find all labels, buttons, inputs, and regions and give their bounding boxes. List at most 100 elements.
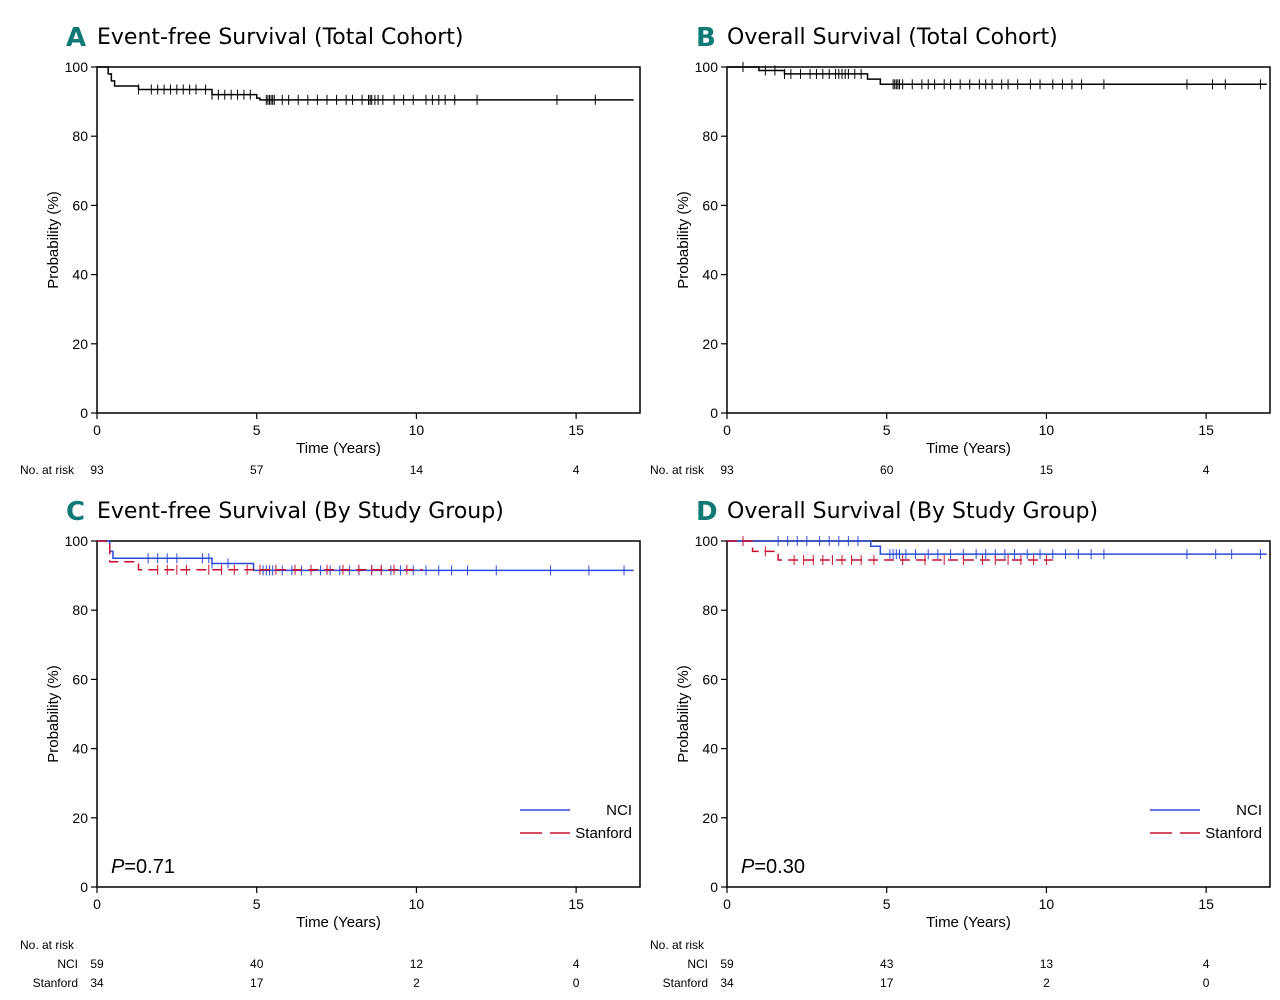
risk-row-label: Stanford xyxy=(663,976,708,990)
p-value: P=0.71 xyxy=(111,856,175,878)
p-value-text: =0.30 xyxy=(754,856,805,878)
risk-value: 12 xyxy=(410,957,424,971)
risk-value: 4 xyxy=(573,463,580,477)
y-tick-label: 80 xyxy=(702,602,718,618)
x-tick-label: 0 xyxy=(93,896,101,912)
y-tick-label: 60 xyxy=(702,671,718,687)
y-tick-label: 20 xyxy=(702,810,718,826)
y-tick-label: 100 xyxy=(695,533,719,549)
y-tick-label: 60 xyxy=(72,671,88,687)
risk-value: 34 xyxy=(90,976,104,990)
p-symbol: P xyxy=(111,856,125,878)
risk-row-label: NCI xyxy=(57,957,78,971)
risk-value: 59 xyxy=(720,957,734,971)
x-axis-label: Time (Years) xyxy=(296,440,381,457)
y-tick-label: 20 xyxy=(702,336,718,352)
x-tick-label: 15 xyxy=(1198,896,1214,912)
series-line-total xyxy=(97,66,634,101)
y-tick-label: 0 xyxy=(80,405,88,421)
y-axis-label: Probability (%) xyxy=(675,191,692,289)
risk-header: No. at risk xyxy=(20,463,75,477)
series-line-total xyxy=(727,66,1267,86)
y-tick-label: 80 xyxy=(72,128,88,144)
risk-value: 15 xyxy=(1040,463,1054,477)
y-axis-label: Probability (%) xyxy=(45,191,62,289)
risk-value: 0 xyxy=(573,976,580,990)
chart-title: Event-free Survival (Total Cohort) xyxy=(97,25,463,50)
x-tick-label: 0 xyxy=(723,896,731,912)
legend-label: Stanford xyxy=(1205,825,1262,842)
risk-value: 93 xyxy=(90,463,104,477)
chart-title: Overall Survival (By Study Group) xyxy=(727,499,1098,524)
risk-value: 93 xyxy=(720,463,734,477)
legend-label: NCI xyxy=(606,802,632,819)
x-tick-label: 5 xyxy=(253,896,261,912)
panel-c-svg: C Event-free Survival (By Study Group) 0… xyxy=(20,497,641,990)
y-tick-label: 0 xyxy=(710,405,718,421)
panel-label: D xyxy=(696,497,718,527)
x-tick-label: 15 xyxy=(568,896,584,912)
y-tick-label: 100 xyxy=(65,533,89,549)
plot-frame xyxy=(96,66,641,414)
risk-value: 34 xyxy=(720,976,734,990)
risk-value: 17 xyxy=(250,976,264,990)
x-tick-label: 10 xyxy=(409,422,425,438)
y-tick-label: 20 xyxy=(72,336,88,352)
risk-value: 4 xyxy=(1203,957,1210,971)
x-tick-label: 0 xyxy=(723,422,731,438)
risk-value: 13 xyxy=(1040,957,1054,971)
y-tick-label: 80 xyxy=(702,128,718,144)
y-tick-label: 100 xyxy=(65,59,89,75)
y-axis-label: Probability (%) xyxy=(675,665,692,763)
panel-a-svg: A Event-free Survival (Total Cohort) 0 20… xyxy=(20,23,641,477)
x-tick-label: 5 xyxy=(253,422,261,438)
plot-frame xyxy=(96,540,641,888)
x-axis-label: Time (Years) xyxy=(926,440,1011,457)
chart-title: Overall Survival (Total Cohort) xyxy=(727,25,1058,50)
risk-value: 17 xyxy=(880,976,894,990)
risk-row-label: Stanford xyxy=(33,976,78,990)
risk-row-label: NCI xyxy=(687,957,708,971)
risk-value: 2 xyxy=(1043,976,1050,990)
panel-b-svg: B Overall Survival (Total Cohort) 020406… xyxy=(650,23,1271,477)
risk-value: 4 xyxy=(573,957,580,971)
y-tick-label: 80 xyxy=(72,602,88,618)
risk-value: 14 xyxy=(410,463,424,477)
risk-value: 59 xyxy=(90,957,104,971)
risk-value: 43 xyxy=(880,957,894,971)
x-tick-label: 5 xyxy=(883,422,891,438)
x-tick-label: 0 xyxy=(93,422,101,438)
risk-value: 60 xyxy=(880,463,894,477)
y-tick-label: 60 xyxy=(702,197,718,213)
panel-d: D Overall Survival (By Study Group) 0 20 4… xyxy=(630,474,1271,990)
risk-value: 40 xyxy=(250,957,264,971)
panel-c: C Event-free Survival (By Study Group) 0… xyxy=(0,474,641,990)
series-line-nci xyxy=(727,540,1267,555)
risk-value: 4 xyxy=(1203,463,1210,477)
x-axis-label: Time (Years) xyxy=(926,914,1011,931)
y-axis-label: Probability (%) xyxy=(45,665,62,763)
series-line-nci xyxy=(97,540,634,572)
panel-label: B xyxy=(696,23,716,53)
x-tick-label: 10 xyxy=(409,896,425,912)
series-line-stanford xyxy=(97,540,423,571)
x-tick-label: 15 xyxy=(1198,422,1214,438)
x-tick-label: 5 xyxy=(883,896,891,912)
x-tick-label: 10 xyxy=(1039,896,1055,912)
y-tick-label: 0 xyxy=(710,879,718,895)
risk-value: 57 xyxy=(250,463,264,477)
y-tick-label: 40 xyxy=(702,267,718,283)
risk-value: 0 xyxy=(1203,976,1210,990)
y-tick-label: 40 xyxy=(72,267,88,283)
p-symbol: P xyxy=(741,856,755,878)
panel-b: B Overall Survival (Total Cohort) 0 20 40 6… xyxy=(630,0,1271,500)
panel-d-svg: D Overall Survival (By Study Group) 0204… xyxy=(650,497,1271,990)
panel-label: A xyxy=(66,23,86,53)
plot-frame xyxy=(726,66,1271,414)
p-value-text: =0.71 xyxy=(124,856,175,878)
risk-header: No. at risk xyxy=(650,938,705,952)
risk-header: No. at risk xyxy=(20,938,75,952)
